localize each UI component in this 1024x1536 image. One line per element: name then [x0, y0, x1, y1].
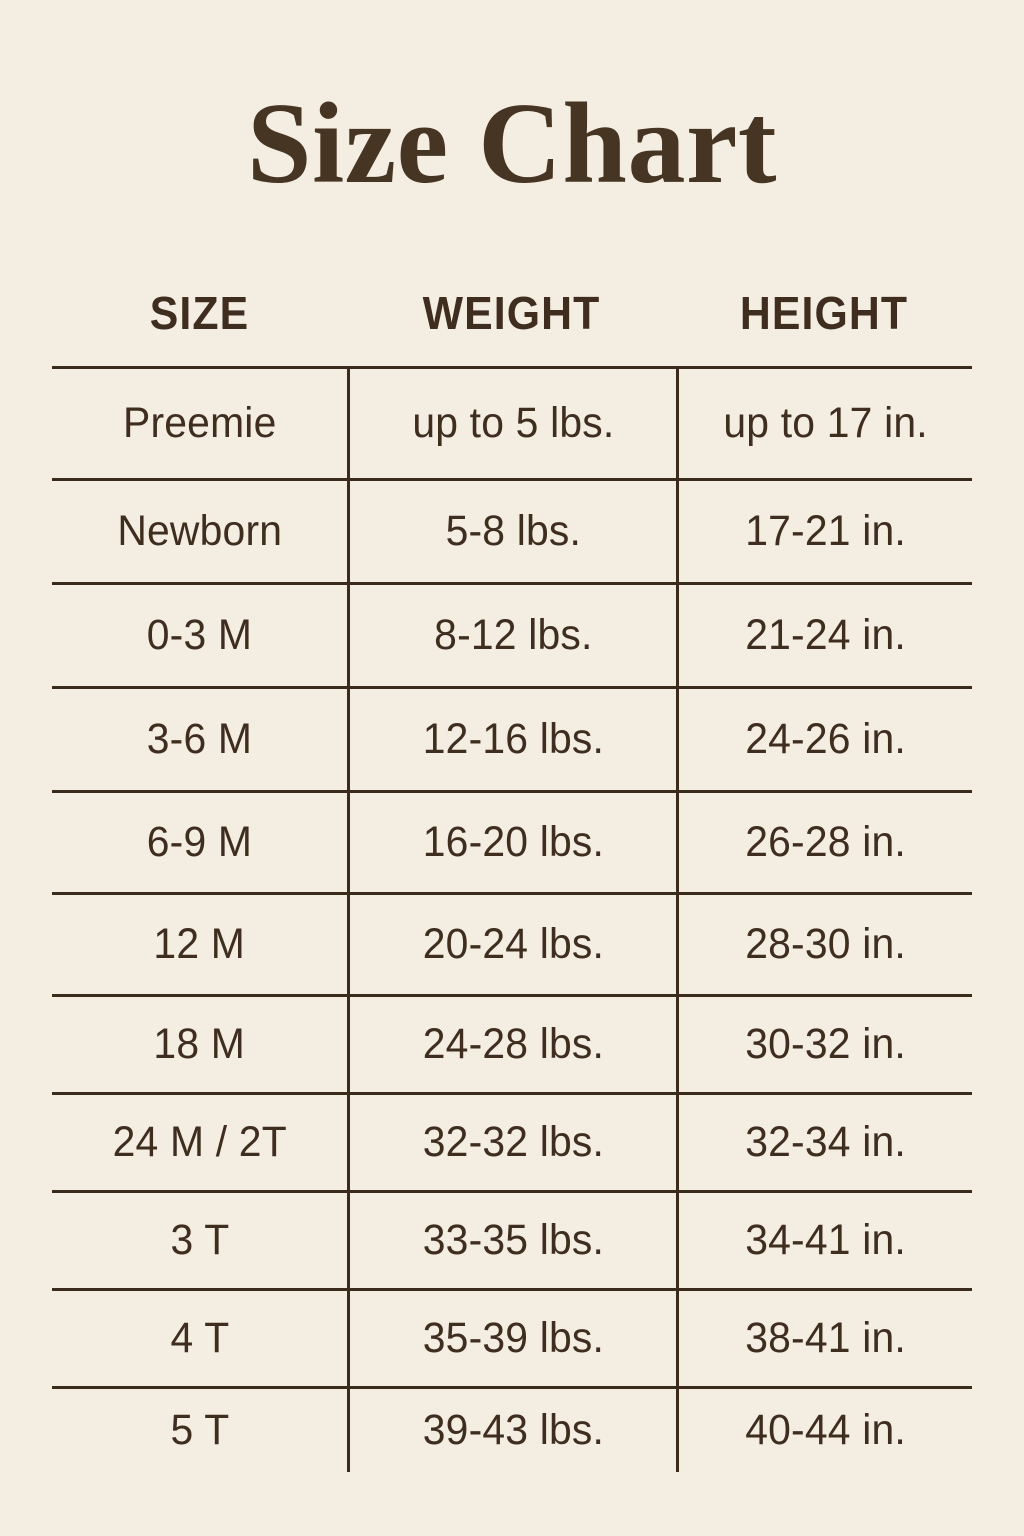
cell-text: 32-34 in. — [745, 1118, 906, 1166]
column-divider-2 — [676, 1382, 679, 1468]
cell-weight: 32-32 lbs. — [347, 1095, 676, 1190]
column-header-weight: WEIGHT — [422, 287, 601, 339]
cell-text: 35-39 lbs. — [422, 1314, 604, 1362]
cell-text: 26-28 in. — [745, 818, 906, 866]
cell-text: 3-6 M — [146, 715, 253, 763]
cell-size: 5 T — [52, 1389, 347, 1472]
cell-text: Preemie — [122, 399, 277, 447]
cell-height: 34-41 in. — [676, 1193, 972, 1288]
cell-text: up to 5 lbs. — [411, 399, 615, 447]
cell-text: 5 T — [170, 1406, 229, 1454]
cell-height: 28-30 in. — [676, 895, 972, 994]
cell-size: 24 M / 2T — [52, 1095, 347, 1190]
cell-text: 33-35 lbs. — [422, 1216, 604, 1264]
cell-size: 0-3 M — [52, 585, 347, 686]
cell-size: Newborn — [52, 481, 347, 582]
cell-size: 3 T — [52, 1193, 347, 1288]
cell-text: 21-24 in. — [745, 611, 906, 659]
cell-size: 12 M — [52, 895, 347, 994]
cell-text: 28-30 in. — [745, 920, 906, 968]
cell-weight: 39-43 lbs. — [347, 1389, 676, 1472]
cell-text: 12 M — [153, 920, 246, 968]
cell-text: 39-43 lbs. — [422, 1406, 604, 1454]
cell-text: 30-32 in. — [745, 1020, 906, 1068]
cell-weight: 24-28 lbs. — [347, 997, 676, 1092]
cell-weight: 12-16 lbs. — [347, 689, 676, 790]
cell-text: 4 T — [170, 1314, 229, 1362]
cell-text: 16-20 lbs. — [422, 818, 604, 866]
cell-text: 38-41 in. — [745, 1314, 906, 1362]
cell-text: 5-8 lbs. — [445, 507, 581, 555]
cell-text: 12-16 lbs. — [422, 715, 604, 763]
cell-text: 8-12 lbs. — [433, 611, 593, 659]
cell-text: 6-9 M — [146, 818, 253, 866]
table-row: Newborn 5-8 lbs. 17-21 in. — [52, 478, 972, 582]
cell-text: 0-3 M — [146, 611, 253, 659]
table-row: 24 M / 2T 32-32 lbs. 32-34 in. — [52, 1092, 972, 1190]
table-row: 0-3 M 8-12 lbs. 21-24 in. — [52, 582, 972, 686]
cell-text: 24 M / 2T — [112, 1118, 287, 1166]
cell-size: 6-9 M — [52, 793, 347, 892]
cell-weight: 33-35 lbs. — [347, 1193, 676, 1288]
cell-height: 38-41 in. — [676, 1291, 972, 1386]
column-header-height: HEIGHT — [739, 287, 909, 339]
cell-size: 4 T — [52, 1291, 347, 1386]
cell-weight: 20-24 lbs. — [347, 895, 676, 994]
cell-text: 3 T — [170, 1216, 229, 1264]
cell-text: up to 17 in. — [723, 399, 928, 447]
cell-height: 30-32 in. — [676, 997, 972, 1092]
cell-weight: 8-12 lbs. — [347, 585, 676, 686]
cell-height: 40-44 in. — [676, 1389, 972, 1472]
table-header-row: SIZE WEIGHT HEIGHT — [52, 278, 972, 348]
cell-text: Newborn — [117, 507, 282, 555]
column-divider-1 — [347, 1382, 350, 1468]
cell-text: 34-41 in. — [745, 1216, 906, 1264]
cell-text: 20-24 lbs. — [422, 920, 604, 968]
cell-weight: up to 5 lbs. — [347, 369, 676, 478]
cell-height: 32-34 in. — [676, 1095, 972, 1190]
cell-text: 18 M — [153, 1020, 246, 1068]
cell-weight: 16-20 lbs. — [347, 793, 676, 892]
cell-text: 32-32 lbs. — [422, 1118, 604, 1166]
cell-weight: 5-8 lbs. — [347, 481, 676, 582]
cell-height: 21-24 in. — [676, 585, 972, 686]
cell-height: 17-21 in. — [676, 481, 972, 582]
cell-height: 24-26 in. — [676, 689, 972, 790]
size-table: Preemie up to 5 lbs. up to 17 in. Newborn 5-… — [52, 366, 972, 1472]
cell-text: 24-26 in. — [745, 715, 906, 763]
table-row: Preemie up to 5 lbs. up to 17 in. — [52, 366, 972, 478]
table-row: 12 M 20-24 lbs. 28-30 in. — [52, 892, 972, 994]
cell-size: Preemie — [52, 369, 347, 478]
cell-size: 3-6 M — [52, 689, 347, 790]
cell-text: 17-21 in. — [745, 507, 906, 555]
table-row: 5 T 39-43 lbs. 40-44 in. — [52, 1386, 972, 1472]
cell-size: 18 M — [52, 997, 347, 1092]
table-row: 18 M 24-28 lbs. 30-32 in. — [52, 994, 972, 1092]
cell-weight: 35-39 lbs. — [347, 1291, 676, 1386]
table-row: 3 T 33-35 lbs. 34-41 in. — [52, 1190, 972, 1288]
page-title: Size Chart — [246, 80, 778, 208]
table-row: 4 T 35-39 lbs. 38-41 in. — [52, 1288, 972, 1386]
column-header-size: SIZE — [149, 287, 250, 339]
cell-text: 40-44 in. — [745, 1406, 906, 1454]
table-row: 6-9 M 16-20 lbs. 26-28 in. — [52, 790, 972, 892]
cell-height: 26-28 in. — [676, 793, 972, 892]
cell-text: 24-28 lbs. — [422, 1020, 604, 1068]
table-row: 3-6 M 12-16 lbs. 24-26 in. — [52, 686, 972, 790]
cell-height: up to 17 in. — [676, 369, 972, 478]
